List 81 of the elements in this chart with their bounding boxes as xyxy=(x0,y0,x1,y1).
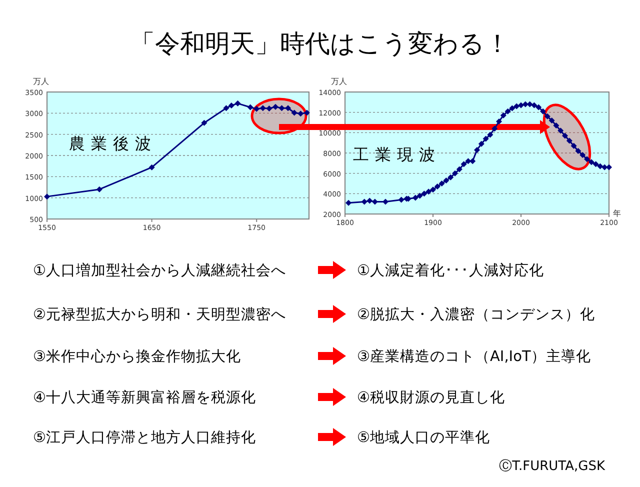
point xyxy=(522,101,528,108)
point xyxy=(443,177,450,184)
text: 「令和明天」時代はこう変わる！ xyxy=(130,29,510,58)
point xyxy=(500,112,506,118)
point xyxy=(44,194,50,200)
point xyxy=(452,170,458,176)
text: ⒸT.FURUTA,GSK xyxy=(499,459,606,474)
point xyxy=(588,159,594,166)
text: ①人減定着化･･･人減対応化 xyxy=(357,262,544,279)
point xyxy=(148,164,155,170)
point xyxy=(482,136,489,142)
point xyxy=(361,198,368,205)
point xyxy=(448,174,454,180)
point xyxy=(540,108,546,114)
point xyxy=(492,126,498,132)
point xyxy=(247,104,254,110)
text: ④税収財源の見直し化 xyxy=(357,389,505,406)
point xyxy=(470,158,476,164)
point xyxy=(548,117,555,124)
point xyxy=(234,100,241,106)
point xyxy=(487,132,494,138)
text: ③産業構造のコト（AI,IoT）主導化 xyxy=(357,348,591,365)
point xyxy=(558,128,564,134)
point xyxy=(438,180,445,186)
point xyxy=(531,102,538,108)
point xyxy=(575,148,582,154)
point xyxy=(509,105,516,112)
point xyxy=(398,196,404,203)
y-axis-title: 万人 xyxy=(33,77,49,86)
point xyxy=(606,164,612,170)
point xyxy=(223,105,230,112)
point xyxy=(504,108,511,114)
point xyxy=(291,110,298,116)
point xyxy=(580,152,586,158)
point xyxy=(536,104,542,110)
point xyxy=(496,118,502,124)
point xyxy=(430,186,436,193)
point xyxy=(201,120,208,126)
annotation: 農業後波 xyxy=(69,134,157,153)
point xyxy=(474,146,480,153)
point xyxy=(434,184,440,190)
x-axis-title: 年 xyxy=(613,209,621,218)
point xyxy=(456,166,462,172)
point xyxy=(544,113,550,120)
point xyxy=(597,163,604,170)
point xyxy=(228,102,234,109)
point xyxy=(570,142,577,149)
point xyxy=(285,105,292,112)
point xyxy=(553,122,560,129)
point xyxy=(346,200,352,206)
point xyxy=(298,110,304,117)
text: ④十八大通等新興富裕層を税源化 xyxy=(33,389,256,406)
point xyxy=(566,138,572,144)
point xyxy=(366,198,373,204)
point xyxy=(254,106,260,112)
point xyxy=(272,104,278,110)
point xyxy=(478,140,484,147)
point xyxy=(460,161,467,168)
point xyxy=(96,186,102,192)
text: ⑤地域人口の平準化 xyxy=(357,429,490,446)
point xyxy=(304,110,310,116)
point xyxy=(426,188,432,195)
point xyxy=(562,132,568,139)
point xyxy=(584,156,590,162)
point xyxy=(266,106,272,112)
text: ②脱拡大・入濃密（コンデンス）化 xyxy=(357,306,595,323)
point xyxy=(592,161,599,168)
point xyxy=(514,103,520,110)
annotation: 工業現波 xyxy=(353,145,441,164)
point xyxy=(412,194,418,201)
point xyxy=(416,192,423,199)
text: ③米作中心から換金作物拡大化 xyxy=(33,348,241,365)
point xyxy=(518,102,524,108)
point xyxy=(260,105,266,112)
y-axis-title: 万人 xyxy=(331,77,347,86)
text: ①人口増加型社会から人減継続社会へ xyxy=(33,262,286,279)
text: ⑤江戸人口停滞と地方人口維持化 xyxy=(33,429,256,446)
point xyxy=(372,198,378,205)
text: ②元禄型拡大から明和・天明型濃密へ xyxy=(33,306,286,323)
point xyxy=(421,190,428,197)
point xyxy=(278,105,285,112)
